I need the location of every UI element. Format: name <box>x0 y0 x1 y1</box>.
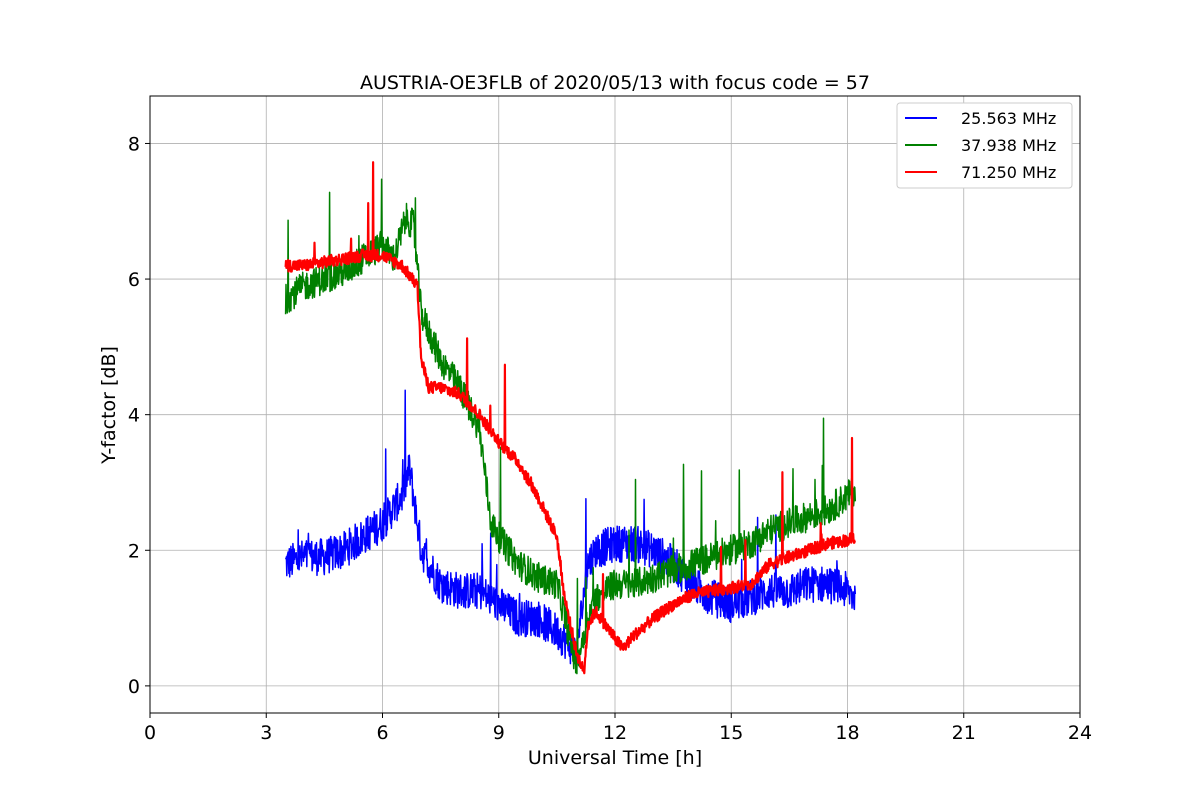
series-layer <box>284 161 857 675</box>
series-line-1 <box>284 178 857 675</box>
legend-label-1: 37.938 MHz <box>961 136 1056 155</box>
x-tick-label-3: 9 <box>493 722 505 744</box>
y-tick-label-3: 6 <box>128 269 140 291</box>
y-tick-label-0: 0 <box>128 676 140 698</box>
legend-label-2: 71.250 MHz <box>961 163 1056 182</box>
x-tick-label-1: 3 <box>260 722 272 744</box>
x-tick-label-2: 6 <box>376 722 388 744</box>
x-axis-label: Universal Time [h] <box>528 747 702 769</box>
y-axis-label: Y-factor [dB] <box>98 346 120 465</box>
series-line-0 <box>284 389 857 669</box>
legend: 25.563 MHz 37.938 MHz 71.250 MHz <box>896 102 1073 189</box>
y-tick-label-4: 8 <box>128 133 140 155</box>
x-tick-label-8: 24 <box>1068 722 1092 744</box>
series-line-2 <box>284 161 856 675</box>
x-tick-label-4: 12 <box>603 722 627 744</box>
x-tick-label-5: 15 <box>719 722 743 744</box>
legend-label-0: 25.563 MHz <box>961 109 1056 128</box>
y-tick-label-2: 4 <box>128 405 140 427</box>
x-tick-label-6: 18 <box>835 722 859 744</box>
y-tick-label-1: 2 <box>128 540 140 562</box>
x-tick-label-7: 21 <box>952 722 976 744</box>
x-tick-label-0: 0 <box>144 722 156 744</box>
chart-title: AUSTRIA-OE3FLB of 2020/05/13 with focus … <box>360 72 870 94</box>
legend-box <box>896 102 1073 189</box>
grid <box>149 96 1081 713</box>
